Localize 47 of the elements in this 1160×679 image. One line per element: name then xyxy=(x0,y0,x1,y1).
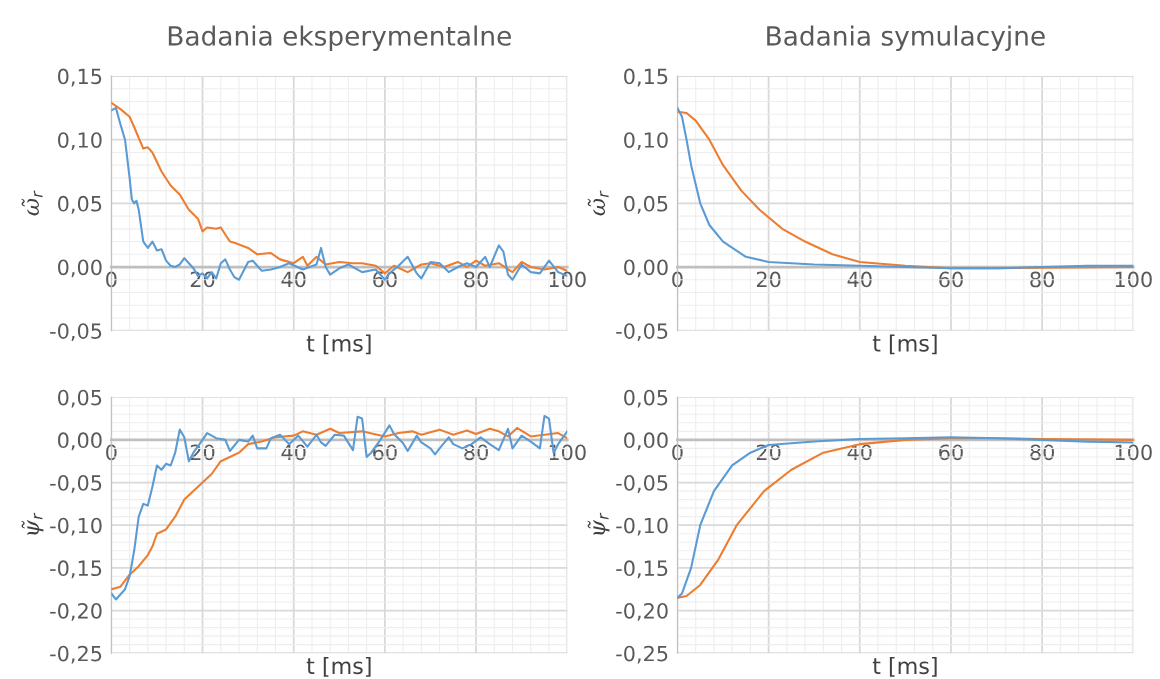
chart-title: Badania symulacyjne xyxy=(767,25,1045,51)
y-tick-label: 0,00 xyxy=(624,432,668,451)
x-tick-label: 40 xyxy=(847,271,872,288)
x-tick-label: 100 xyxy=(1115,444,1152,461)
x-tick-label: 60 xyxy=(939,271,963,288)
y-tick-label: 0,00 xyxy=(624,259,668,278)
x-tick-label: 0 xyxy=(672,271,683,288)
x-axis-title: t [ms] xyxy=(872,334,937,355)
y-tick-label: -0,05 xyxy=(50,323,102,342)
x-tick-label: 60 xyxy=(939,444,963,461)
y-tick-label: 0,05 xyxy=(624,195,668,214)
y-tick-label: 0,05 xyxy=(58,195,102,214)
y-tick-label: 0,00 xyxy=(58,259,102,278)
y-tick-label: 0,00 xyxy=(58,432,102,451)
y-axis-title: ψ̃$_{r}$ xyxy=(587,512,610,535)
x-axis-title: t [ms] xyxy=(306,334,371,355)
y-tick-label: 0,10 xyxy=(624,132,668,151)
x-tick-label: 20 xyxy=(756,271,781,288)
x-tick-label: 0 xyxy=(106,444,117,461)
x-axis-title: t [ms] xyxy=(306,657,371,677)
x-tick-label: 80 xyxy=(1030,271,1055,288)
y-tick-label: -0,25 xyxy=(616,645,668,664)
y-tick-label: -0,15 xyxy=(616,560,668,579)
y-tick-label: -0,10 xyxy=(616,517,668,536)
y-tick-label: 0,05 xyxy=(624,389,668,408)
y-axis-title: ω̃$_{r}$ xyxy=(21,190,43,216)
x-axis-title: t [ms] xyxy=(872,657,937,677)
y-tick-label: -0,25 xyxy=(50,645,102,664)
y-tick-label: 0,15 xyxy=(58,68,102,87)
y-axis-title: ω̃$_{r}$ xyxy=(587,190,609,216)
y-axis-title: ψ̃$_{r}$ xyxy=(21,512,44,535)
x-tick-label: 80 xyxy=(464,271,488,288)
x-tick-label: 0 xyxy=(106,271,117,288)
y-tick-label: 0,15 xyxy=(624,68,668,87)
y-tick-label: -0,20 xyxy=(50,602,102,621)
y-tick-label: -0,15 xyxy=(50,560,102,579)
y-tick-label: -0,05 xyxy=(616,475,668,493)
x-tick-label: 100 xyxy=(549,271,586,288)
y-tick-label: 0,10 xyxy=(58,132,102,151)
x-tick-label: 40 xyxy=(281,271,306,288)
y-tick-label: -0,05 xyxy=(616,323,668,342)
y-tick-label: -0,20 xyxy=(616,602,668,621)
y-tick-label: -0,05 xyxy=(50,475,102,493)
x-tick-label: 100 xyxy=(1115,271,1152,288)
y-tick-label: 0,05 xyxy=(58,389,102,408)
y-tick-label: -0,10 xyxy=(50,517,102,536)
chart-title: Badania eksperymentalne xyxy=(168,25,511,51)
